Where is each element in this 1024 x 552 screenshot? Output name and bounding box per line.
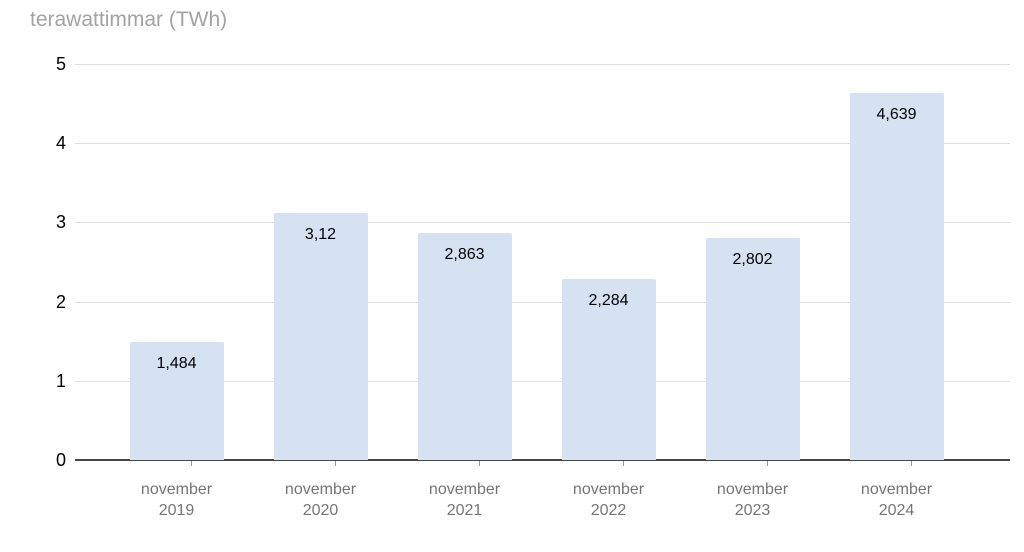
bar[interactable]: 1,484 xyxy=(129,342,224,460)
x-axis-label: november 2024 xyxy=(825,479,969,521)
x-axis-tick xyxy=(623,461,624,466)
y-axis-tick-label: 0 xyxy=(55,450,66,470)
bar-value-label: 4,639 xyxy=(876,105,917,123)
x-axis-label-line: november xyxy=(140,481,213,498)
y-axis-tick-label: 3 xyxy=(55,212,66,233)
gridline xyxy=(75,64,1010,65)
x-axis-label-line: november xyxy=(572,481,645,498)
x-axis-tick xyxy=(911,461,912,466)
plot-area: 1,484 november 2019 3,12 november 2020 2,863 no… xyxy=(75,64,1010,519)
y-axis-tick-label: 2 xyxy=(55,291,66,312)
gridline xyxy=(75,222,1010,224)
y-axis-tick-label: 5 xyxy=(55,54,66,74)
x-axis-label-line: 2022 xyxy=(590,502,627,519)
bar-value-label: 3,12 xyxy=(304,225,337,243)
gridline xyxy=(75,301,1010,303)
bar[interactable]: 4,639 xyxy=(849,92,944,460)
x-axis-label-line: 2019 xyxy=(158,502,195,519)
y-axis-tick-label: 1 xyxy=(55,370,66,391)
x-axis-tick xyxy=(191,461,192,466)
x-axis-label: november 2021 xyxy=(393,479,537,521)
bar-value-label: 2,802 xyxy=(732,251,773,269)
x-axis-label-line: 2024 xyxy=(878,502,915,519)
x-axis-tick xyxy=(767,461,768,466)
x-axis-label: november 2020 xyxy=(249,479,393,521)
x-axis-label: november 2023 xyxy=(681,479,825,521)
x-axis-label-line: november xyxy=(860,481,933,498)
bar-value-label: 1,484 xyxy=(156,355,197,373)
bar[interactable]: 2,284 xyxy=(561,279,656,460)
bar[interactable]: 2,802 xyxy=(705,238,800,460)
gridline xyxy=(75,380,1010,382)
bar-value-label: 2,284 xyxy=(588,292,629,310)
x-axis-label-line: 2023 xyxy=(734,502,771,519)
bar-value-label: 2,863 xyxy=(444,246,485,264)
x-axis-tick xyxy=(335,461,336,466)
x-axis-label: november 2022 xyxy=(537,479,681,521)
x-axis-label: november 2019 xyxy=(105,479,249,521)
x-axis-tick xyxy=(479,461,480,466)
y-axis-tick-label: 4 xyxy=(55,133,66,154)
bar[interactable]: 2,863 xyxy=(417,233,512,460)
gridline xyxy=(75,143,1010,145)
chart-title: terawattimmar (TWh) xyxy=(30,8,228,31)
bar[interactable]: 3,12 xyxy=(273,212,368,460)
x-axis-line xyxy=(75,459,1010,461)
x-axis-label-line: november xyxy=(716,481,789,498)
x-axis-label-line: november xyxy=(428,481,501,498)
x-axis-label-line: 2020 xyxy=(302,502,339,519)
x-axis-label-line: 2021 xyxy=(446,502,483,519)
x-axis-label-line: november xyxy=(284,481,357,498)
